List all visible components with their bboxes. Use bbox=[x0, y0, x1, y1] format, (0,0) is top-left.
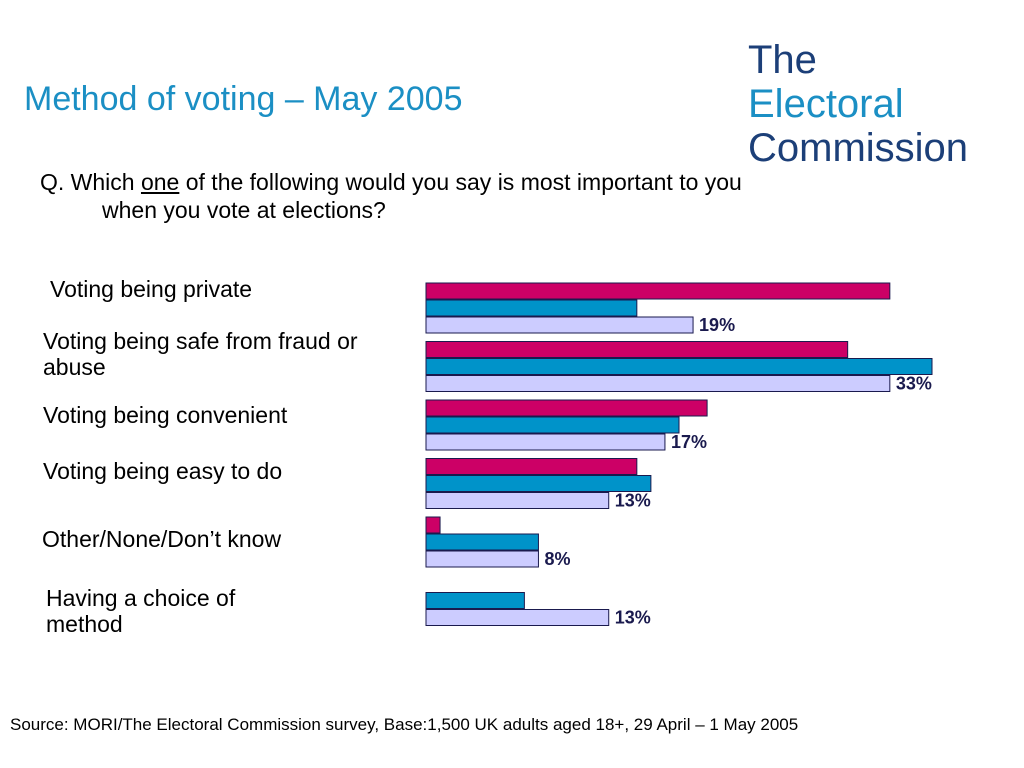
question-prefix: Q. Which bbox=[40, 169, 141, 195]
bar-series-3 bbox=[425, 316, 694, 334]
bar-series-1 bbox=[425, 282, 891, 300]
question-emphasis: one bbox=[140, 169, 180, 195]
data-label: 13% bbox=[615, 491, 651, 511]
bar-series-2 bbox=[425, 533, 539, 551]
category-label: Voting being convenient bbox=[43, 402, 288, 428]
category-label: Voting being safe from fraud or abuse bbox=[43, 328, 358, 380]
data-label: 17% bbox=[671, 432, 707, 452]
bar-series-3 bbox=[425, 609, 610, 626]
logo-line-3: Commission bbox=[748, 126, 969, 170]
source-note: Source: MORI/The Electoral Commission su… bbox=[10, 715, 799, 734]
category-label: Having a choice of method bbox=[46, 585, 236, 637]
electoral-commission-logo: The Electoral Commission bbox=[748, 38, 968, 170]
bar-series-3 bbox=[425, 492, 610, 509]
data-label: 33% bbox=[896, 374, 932, 394]
category-label: Other/None/Don’t know bbox=[42, 526, 282, 552]
bar-series-2 bbox=[425, 475, 652, 492]
bar-series-1 bbox=[425, 399, 708, 417]
bar-series-2 bbox=[425, 592, 525, 609]
bar-series-3 bbox=[425, 375, 891, 392]
bar-series-3 bbox=[425, 550, 539, 568]
survey-question: Q. Which one of the following would you … bbox=[40, 168, 940, 224]
bar-series-1 bbox=[425, 516, 441, 534]
data-label: 8% bbox=[544, 549, 570, 569]
question-line-1: Q. Which one of the following would you … bbox=[40, 168, 940, 196]
category-label: Voting being easy to do bbox=[43, 458, 283, 484]
question-rest: of the following would you say is most i… bbox=[179, 169, 742, 195]
page-title: Method of voting – May 2005 bbox=[24, 80, 463, 118]
logo-line-1: The bbox=[748, 38, 817, 82]
bar-series-2 bbox=[425, 416, 680, 434]
data-label: 19% bbox=[699, 315, 735, 335]
logo-line-2: Electoral bbox=[748, 82, 904, 126]
bar-series-1 bbox=[425, 341, 849, 358]
bar-series-1 bbox=[425, 458, 638, 475]
data-label: 13% bbox=[615, 608, 651, 628]
bar-series-2 bbox=[425, 299, 638, 317]
category-label: Voting being private bbox=[50, 276, 253, 302]
bar-series-3 bbox=[425, 433, 666, 451]
question-line-2: when you vote at elections? bbox=[102, 197, 386, 223]
bar-series-2 bbox=[425, 358, 933, 375]
